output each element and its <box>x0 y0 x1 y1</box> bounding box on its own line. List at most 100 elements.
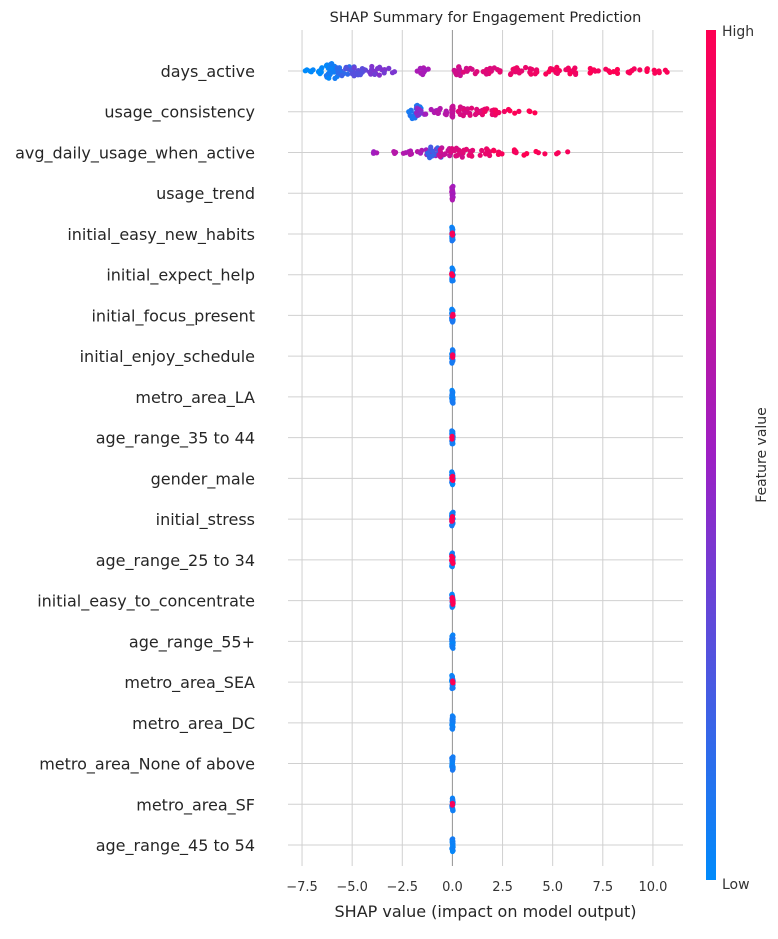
shap-dot <box>449 848 456 855</box>
feature-label: metro_area_None of above <box>39 755 255 775</box>
shap-dot <box>477 152 483 158</box>
shap-dot <box>449 441 455 447</box>
shap-dot <box>449 197 455 203</box>
colorbar-low-label: Low <box>722 877 750 893</box>
grid-lines <box>288 30 683 866</box>
shap-dot <box>307 68 313 74</box>
shap-dot <box>376 72 382 78</box>
shap-dot <box>448 149 454 155</box>
shap-dot <box>652 70 658 76</box>
dot-cluster <box>656 67 670 75</box>
dot-cluster <box>491 147 505 157</box>
shap-dot <box>460 113 466 119</box>
shap-dot <box>614 70 621 76</box>
shap-dot <box>372 71 378 77</box>
shap-dot <box>389 70 396 76</box>
shap-dot <box>450 808 456 814</box>
shap-dot <box>427 155 433 161</box>
shap-dot <box>483 71 489 77</box>
shap-dot <box>407 151 413 157</box>
shap-dot <box>513 150 519 156</box>
dot-cluster <box>449 632 456 651</box>
shap-dot <box>302 68 308 74</box>
dot-cluster <box>414 65 431 78</box>
shap-dot <box>450 114 456 120</box>
shap-dot <box>592 68 598 74</box>
shap-dot <box>497 69 503 75</box>
dot-cluster <box>449 713 456 732</box>
dot-cluster <box>587 65 601 76</box>
colorbar-high-label: High <box>722 24 754 40</box>
shap-dot <box>656 68 662 74</box>
dot-cluster <box>449 595 456 607</box>
shap-dot <box>527 108 533 115</box>
dot-cluster <box>449 311 456 319</box>
shap-dot <box>460 149 466 155</box>
shap-dot <box>449 278 455 284</box>
shap-dots <box>302 61 670 855</box>
shap-dot <box>627 70 633 76</box>
dot-cluster <box>367 63 385 78</box>
shap-dot <box>507 108 513 114</box>
dot-cluster <box>563 65 579 77</box>
shap-dot <box>450 477 456 483</box>
shap-dot <box>483 151 489 157</box>
colorbar: High Low Feature value <box>706 24 770 893</box>
feature-label: usage_trend <box>156 184 255 204</box>
x-tick-label: 0.0 <box>442 880 463 895</box>
shap-dot <box>482 108 488 114</box>
shap-dot <box>465 67 471 73</box>
shap-dot <box>523 64 529 71</box>
shap-dot <box>554 151 560 157</box>
shap-dot <box>528 71 534 77</box>
shap-dot <box>370 150 377 156</box>
dot-cluster <box>477 146 493 159</box>
chart-title: SHAP Summary for Engagement Prediction <box>330 10 642 26</box>
shap-dot <box>449 767 456 773</box>
shap-dot <box>351 65 357 71</box>
x-tick-label: 7.5 <box>592 880 613 895</box>
colorbar-gradient <box>706 30 716 880</box>
dot-cluster <box>511 147 530 158</box>
shap-dot <box>449 518 455 524</box>
shap-dot <box>472 111 479 118</box>
shap-dot <box>449 726 456 732</box>
dot-cluster <box>449 230 456 238</box>
shap-dot <box>450 680 456 686</box>
x-tick-label: −2.5 <box>387 880 419 895</box>
shap-dot <box>400 150 406 156</box>
shap-dot <box>507 71 514 78</box>
shap-dot <box>469 153 475 159</box>
shap-dot <box>332 75 338 81</box>
dot-cluster <box>460 146 476 159</box>
dot-cluster <box>625 66 643 76</box>
shap-dot <box>417 150 424 156</box>
shap-dot <box>554 70 561 76</box>
shap-dot <box>501 108 507 115</box>
shap-dot <box>435 110 441 116</box>
shap-dot <box>607 69 613 75</box>
dot-cluster <box>381 65 398 76</box>
dot-cluster <box>480 65 497 77</box>
shap-dot <box>449 360 455 366</box>
dot-cluster <box>449 754 456 773</box>
shap-dot <box>459 154 465 160</box>
shap-dot <box>614 66 621 73</box>
shap-dot <box>449 232 456 238</box>
feature-label: initial_expect_help <box>106 266 255 286</box>
x-axis-ticks: −7.5 −5.0 −2.5 0.0 2.5 5.0 7.5 10.0 <box>286 880 667 895</box>
feature-label: age_range_25 to 34 <box>96 551 255 571</box>
shap-dot <box>469 105 475 111</box>
feature-label: metro_area_LA <box>135 388 255 408</box>
feature-label: age_range_45 to 54 <box>96 836 255 856</box>
dot-cluster <box>603 66 621 76</box>
shap-dot <box>491 148 497 154</box>
dot-cluster <box>449 103 456 120</box>
dot-cluster <box>455 104 473 119</box>
dot-cluster <box>449 800 456 808</box>
shap-dot <box>450 400 456 406</box>
dot-cluster <box>407 147 425 157</box>
x-tick-label: 5.0 <box>542 880 563 895</box>
shap-dot <box>449 319 456 325</box>
feature-labels: days_active usage_consistency avg_daily_us… <box>15 62 255 856</box>
